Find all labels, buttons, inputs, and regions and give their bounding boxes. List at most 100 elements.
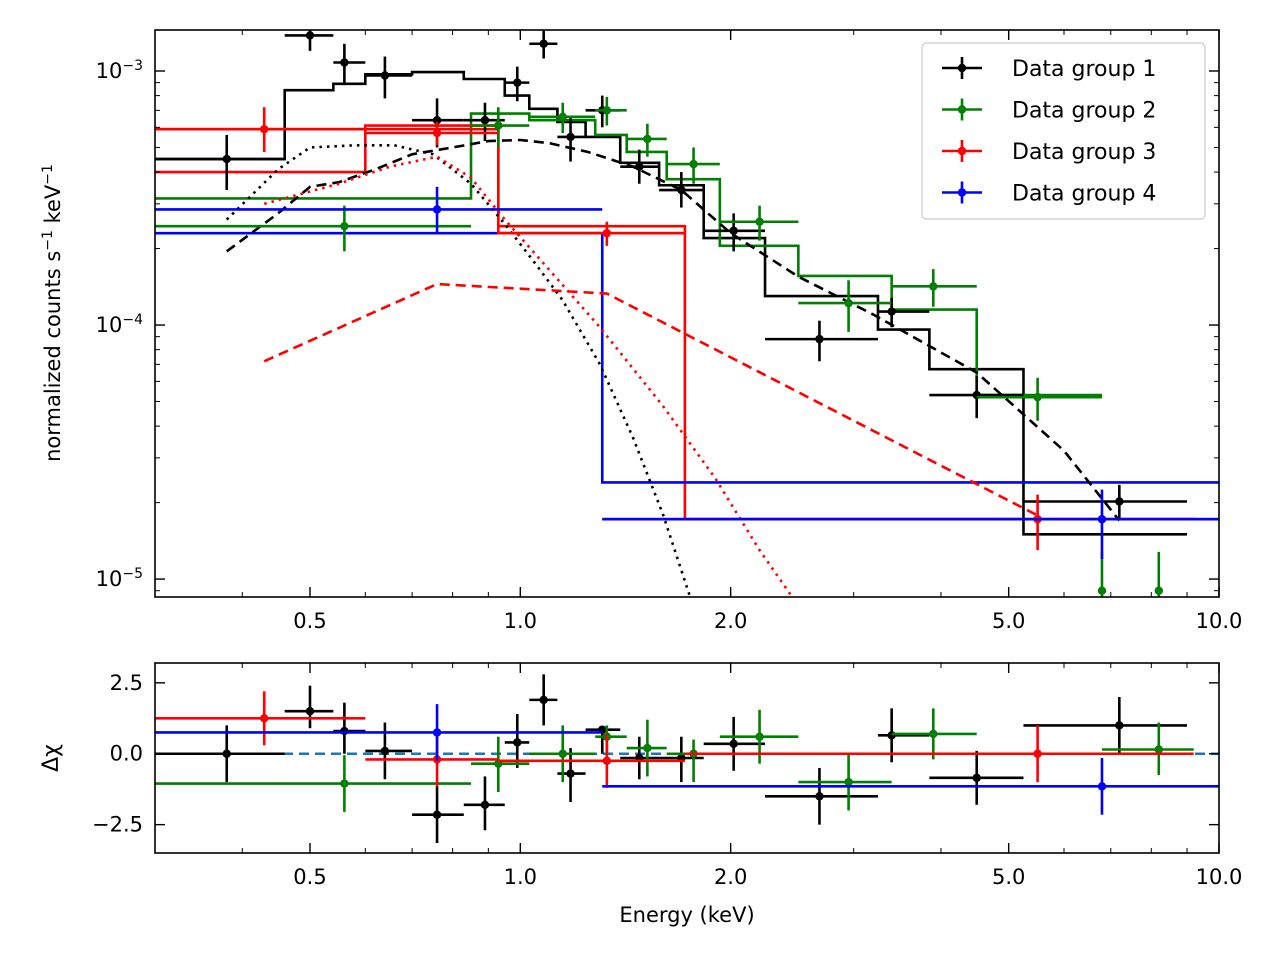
residual-xtick-label: 10.0 (1196, 865, 1243, 889)
spectrum-xtick-label: 5.0 (992, 609, 1025, 633)
spectrum-point (929, 282, 938, 291)
model-curve (263, 155, 794, 597)
legend-marker-point (957, 63, 967, 73)
spectrum-point (222, 154, 231, 164)
spectrum-point (480, 116, 490, 125)
residual-point (340, 779, 349, 788)
spectrum-point (1097, 586, 1107, 595)
spectrum-ylabel: normalized counts s−1 keV−1 (40, 164, 65, 462)
residual-point (755, 732, 764, 741)
spectrum-point (1154, 586, 1163, 595)
residual-ytick-label: −2.5 (92, 813, 143, 837)
spectrum-point (432, 116, 442, 125)
residual-xtick-label: 2.0 (714, 865, 747, 889)
spectrum-point (729, 226, 738, 235)
residual-point (513, 738, 522, 747)
spectrum-point (340, 58, 349, 67)
spectrum-point (815, 334, 824, 344)
model-step-line (155, 231, 1219, 484)
residual-point (432, 810, 442, 819)
residual-point (729, 739, 738, 749)
legend-marker-point (957, 105, 967, 114)
residual-ytick-label: 0.0 (110, 742, 143, 766)
spectrum-point (643, 134, 652, 144)
residual-point (972, 773, 981, 783)
residual-point (844, 777, 853, 787)
residual-point (1154, 745, 1163, 754)
ytick-exponent: −4 (122, 312, 143, 328)
residual-point (1033, 749, 1042, 758)
ytick-base: 10 (96, 313, 123, 337)
residual-xlabel: Energy (keV) (619, 903, 754, 927)
residual-point (887, 731, 896, 740)
spectrum-point (844, 298, 853, 308)
legend-marker-point (957, 188, 967, 197)
legend-label: Data group 4 (1012, 182, 1156, 207)
spectrum-xtick-label: 2.0 (714, 609, 747, 633)
legend-box (921, 42, 1206, 220)
legend-label: Data group 3 (1012, 140, 1156, 165)
residual-ylabel: Δχ (39, 744, 64, 772)
spectrum-point (602, 106, 612, 115)
spectrum-point (635, 162, 644, 171)
residual-point (260, 714, 269, 723)
spectrum-plot-area (155, 30, 1219, 597)
legend-marker-point (957, 146, 967, 156)
spectrum-xtick-label: 0.5 (293, 609, 326, 633)
spectrum-ytick-label: 10−5 (96, 566, 143, 591)
residual-point (1097, 782, 1107, 791)
spectrum-point (677, 185, 686, 195)
spectrum-point (602, 228, 612, 238)
residual-point (340, 726, 349, 736)
spectrum-point (1115, 497, 1124, 506)
spectrum-point (558, 112, 567, 122)
model-curve (225, 143, 692, 597)
spectrum-point (494, 121, 503, 130)
residual-point (1115, 721, 1124, 730)
residual-xtick-label: 0.5 (293, 865, 326, 889)
residual-point (558, 749, 567, 758)
spectrum-point (260, 125, 269, 134)
spectrum-point (887, 307, 896, 316)
residual-point (815, 792, 824, 801)
ytick-exponent: −3 (122, 58, 143, 74)
residual-xtick-label: 1.0 (504, 865, 537, 889)
spectrum-point (340, 221, 349, 231)
legend: Data group 1 Data group 2 Data group 3 Data… (921, 42, 1206, 220)
residual-ticks: 0.5 1.0 2.0 5.0 10.0 2.5 0.0 −2.5 (92, 663, 1242, 889)
spectrum-point (1033, 392, 1042, 402)
residual-point (222, 749, 231, 758)
residual-point (929, 729, 938, 739)
residual-xtick-label: 5.0 (992, 865, 1025, 889)
model-curve (263, 282, 1039, 517)
spectrum-point (380, 71, 390, 80)
spectrum-point (1097, 515, 1107, 524)
residual-ytick-label: 2.5 (110, 671, 143, 695)
spectrum-ytick-label: 10−4 (96, 312, 143, 337)
spectrum-xtick-label: 1.0 (504, 609, 537, 633)
spectrum-ytick-label: 10−3 (96, 58, 143, 83)
spectrum-xtick-label: 10.0 (1196, 609, 1243, 633)
residual-point (380, 746, 390, 756)
residual-point (643, 743, 652, 753)
spectrum-axes-frame (154, 29, 1220, 598)
residual-point (480, 800, 490, 809)
residual-point (305, 707, 315, 716)
spectrum-panel: 0.5 1.0 2.0 5.0 10.010−510−410−3 normalized … (40, 29, 1243, 633)
legend-label: Data group 2 (1012, 99, 1156, 124)
spectrum-ticks: 0.5 1.0 2.0 5.0 10.010−510−410−3 (96, 30, 1243, 633)
residual-point (602, 756, 612, 766)
spectrum-point (539, 39, 548, 48)
spectrum-point (755, 217, 764, 226)
spectrum-point (513, 78, 522, 87)
spectrum-point (432, 128, 442, 138)
ytick-base: 10 (96, 567, 123, 591)
residual-panel: 0.5 1.0 2.0 5.0 10.0 2.5 0.0 −2.5 Δχ Energy (ke… (39, 662, 1242, 927)
ytick-exponent: −5 (122, 566, 143, 582)
residual-point (539, 695, 548, 705)
ytick-base: 10 (96, 59, 123, 83)
spectrum-point (689, 159, 698, 169)
model-curve (225, 138, 1121, 522)
residual-plot-area (155, 674, 1219, 844)
residual-point (566, 769, 575, 778)
